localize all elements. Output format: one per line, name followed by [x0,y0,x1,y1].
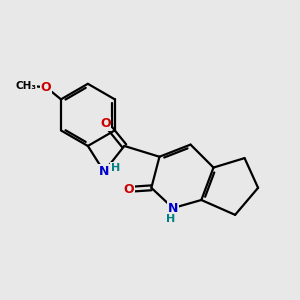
Text: H: H [166,214,175,224]
Text: O: O [100,117,111,130]
Text: N: N [168,202,178,214]
Text: H: H [111,163,120,172]
Text: N: N [99,165,109,178]
Text: O: O [41,81,51,94]
Text: CH₃: CH₃ [15,81,36,91]
Text: O: O [124,183,134,196]
